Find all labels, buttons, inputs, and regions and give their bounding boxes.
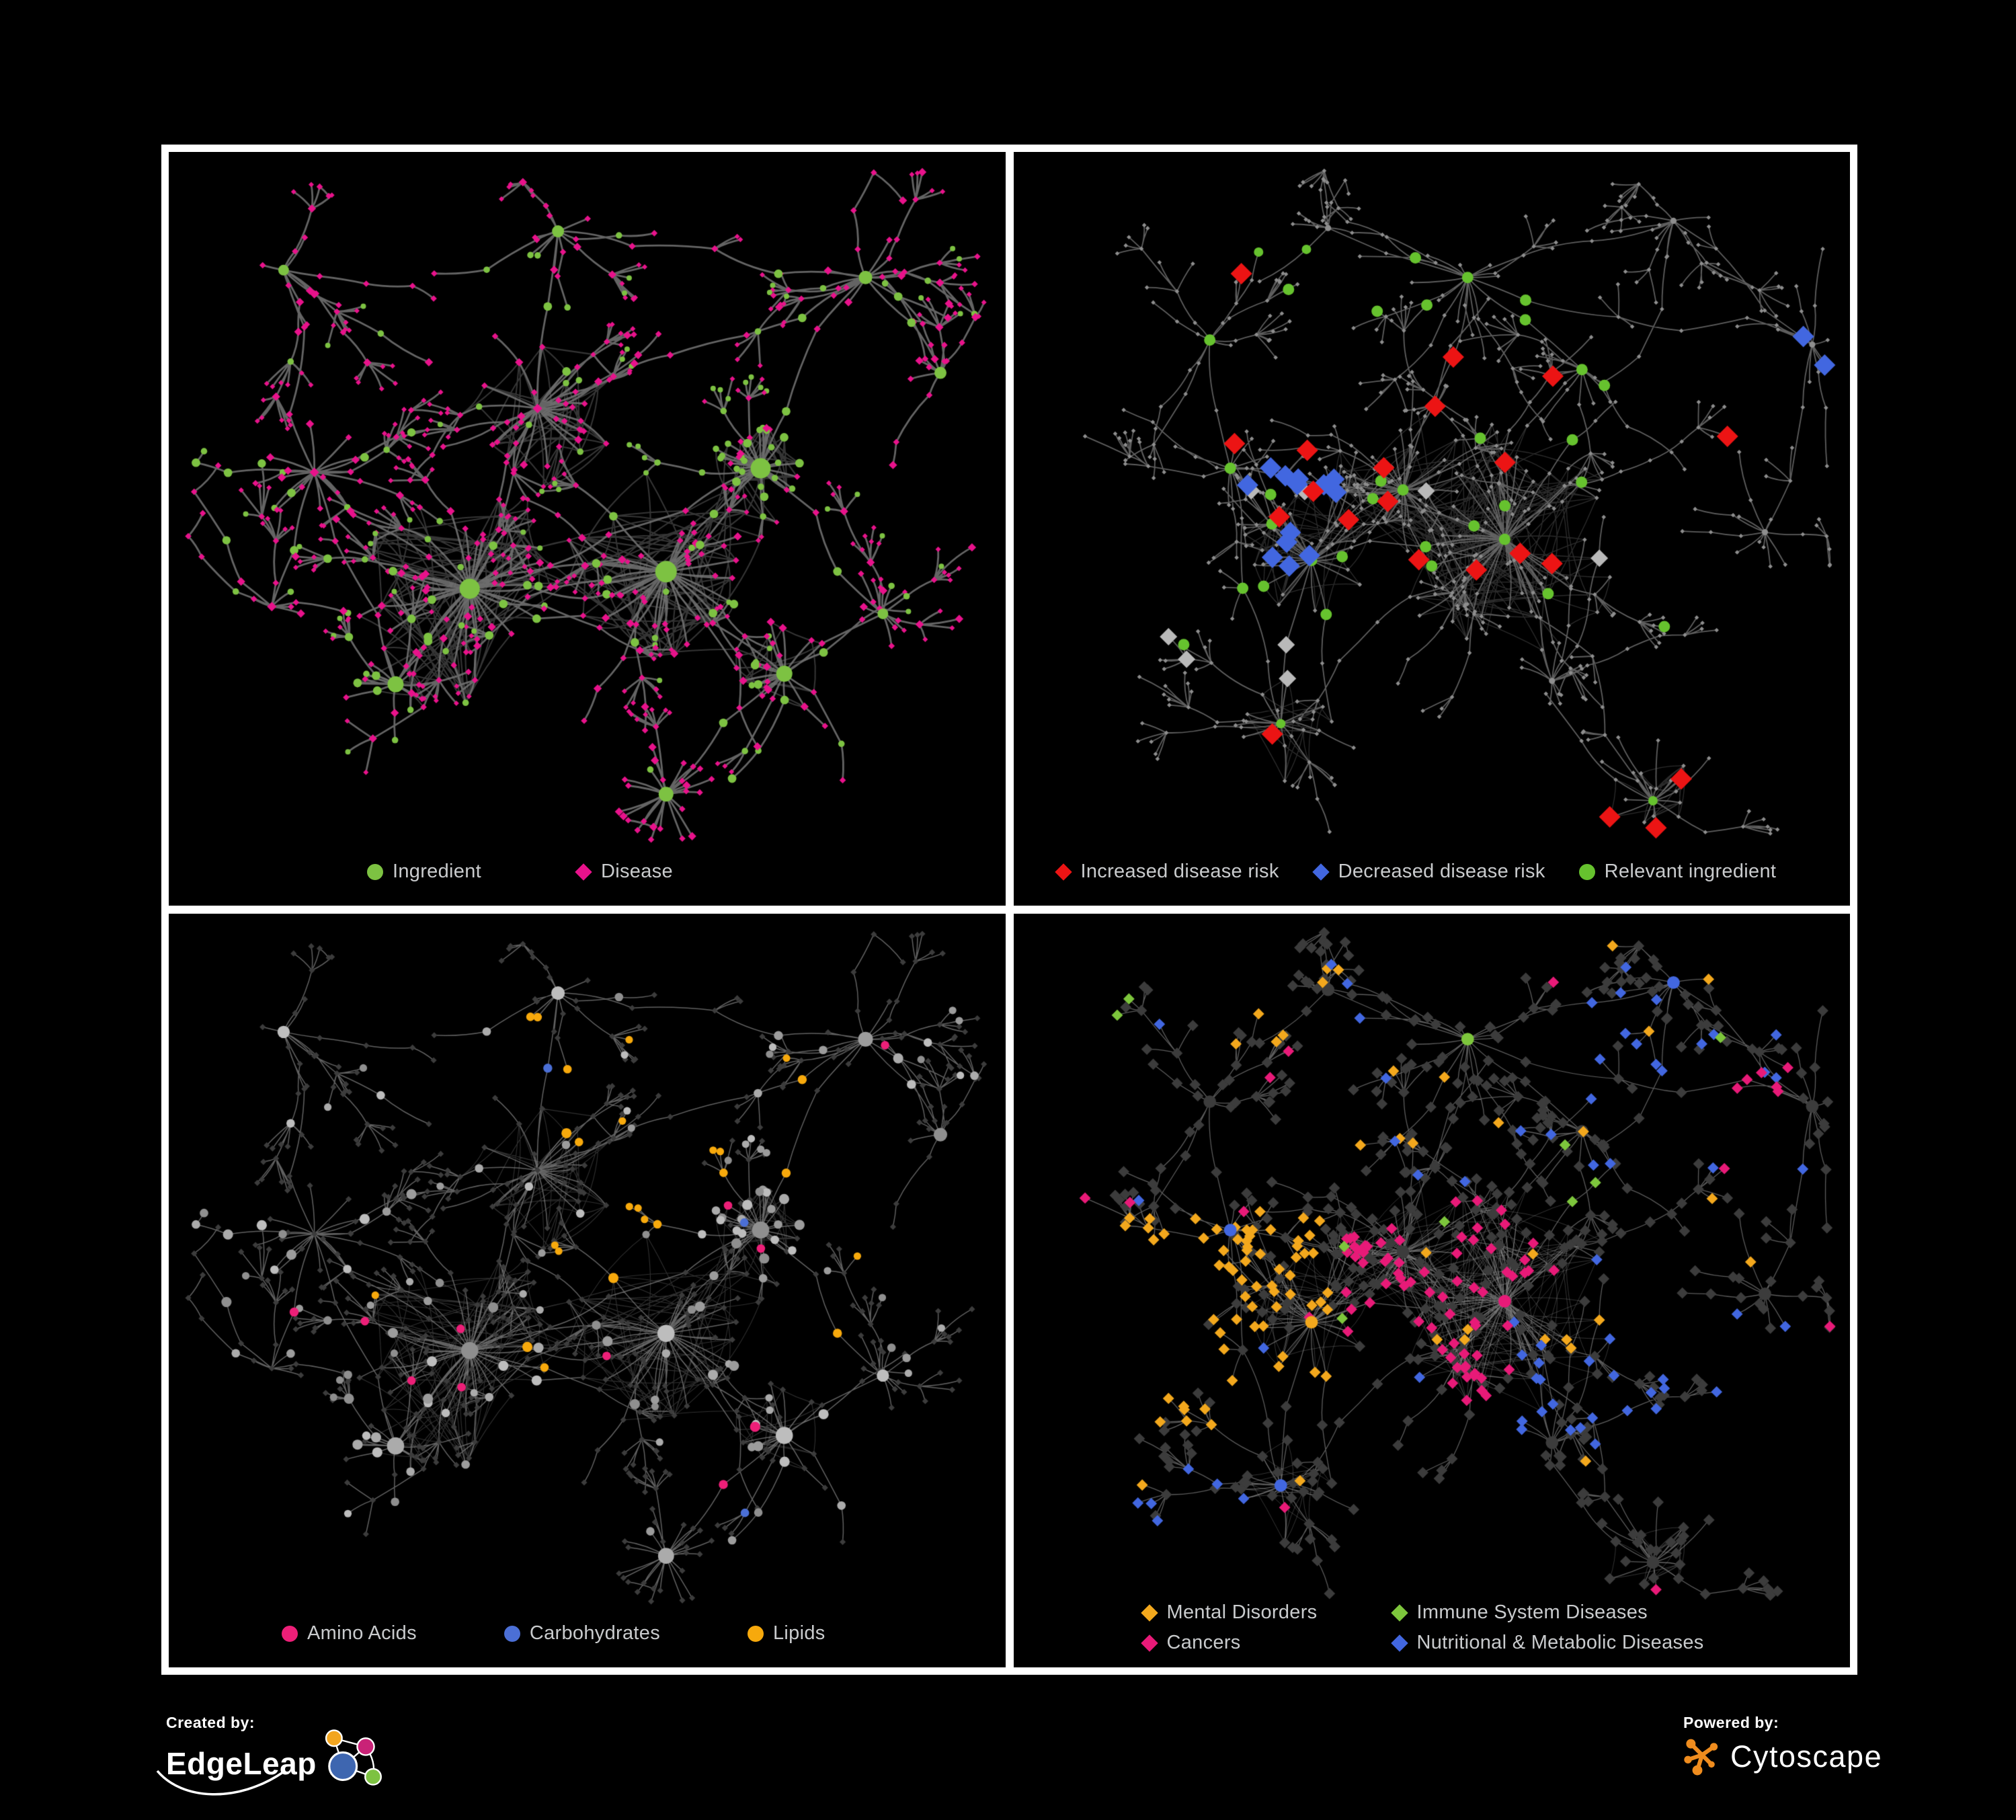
legend-label: Disease	[601, 861, 673, 882]
cytoscape-wordmark: Cytoscape	[1730, 1739, 1883, 1774]
legend-label: Immune System Diseases	[1416, 1601, 1648, 1623]
legend-item: Nutritional & Metabolic Diseases	[1390, 1632, 1704, 1654]
legend-label: Relevant ingredient	[1604, 861, 1777, 882]
legend-item: Ingredient	[367, 861, 481, 883]
diamond-marker-icon	[575, 863, 592, 881]
legend-ingredient-disease: Ingredient Disease	[169, 861, 1006, 883]
legend-label: Increased disease risk	[1080, 861, 1279, 882]
diamond-marker-icon	[1140, 1604, 1158, 1622]
circle-marker-icon	[367, 863, 383, 880]
legend-label: Decreased disease risk	[1338, 861, 1545, 882]
legend-label: Amino Acids	[307, 1622, 417, 1644]
powered-by-label: Powered by:	[1683, 1714, 1779, 1731]
legend-item: Lipids	[748, 1622, 825, 1645]
legend-item: Amino Acids	[282, 1622, 417, 1645]
network-canvas-ingredient-disease	[169, 152, 1006, 906]
panel-disease-categories: Mental Disorders Cancers Immune System Dis…	[1013, 914, 1851, 1667]
legend-disease-categories: Mental Disorders Cancers Immune System Dis…	[1014, 1601, 1851, 1654]
legend-item: Cancers	[1140, 1632, 1318, 1654]
legend-item: Increased disease risk	[1054, 861, 1279, 883]
legend-label: Carbohydrates	[529, 1622, 660, 1644]
circle-marker-icon	[282, 1625, 298, 1642]
created-by-label: Created by:	[166, 1714, 255, 1731]
legend-label: Lipids	[773, 1622, 825, 1644]
diamond-marker-icon	[1390, 1604, 1408, 1622]
panel-ingredient-disease: Ingredient Disease	[169, 152, 1006, 906]
legend-disease-risk: Increased disease risk Decreased disease …	[1014, 861, 1851, 883]
legend-item: Immune System Diseases	[1390, 1601, 1704, 1624]
legend-item: Relevant ingredient	[1578, 861, 1777, 883]
legend-label: Mental Disorders	[1166, 1601, 1318, 1623]
network-canvas-disease-categories	[1013, 914, 1850, 1667]
panel-disease-risk: Increased disease risk Decreased disease …	[1013, 152, 1851, 906]
legend-label: Ingredient	[393, 861, 481, 882]
circle-marker-icon	[748, 1625, 764, 1642]
edgeleap-credit: Created by: EdgeLeap	[156, 1714, 542, 1796]
legend-label: Nutritional & Metabolic Diseases	[1416, 1632, 1704, 1653]
cytoscape-logo-icon	[1684, 1739, 1718, 1776]
legend-item: Disease	[575, 861, 673, 883]
edgeleap-wordmark: EdgeLeap	[166, 1746, 317, 1781]
legend-item: Carbohydrates	[503, 1622, 660, 1645]
diamond-marker-icon	[1140, 1634, 1158, 1652]
network-canvas-disease-risk	[1013, 152, 1850, 906]
edgeleap-logo-icon	[325, 1729, 382, 1786]
panel-grid: Ingredient Disease Increased disease risk…	[161, 145, 1857, 1675]
legend-item: Decreased disease risk	[1312, 861, 1545, 883]
cytoscape-credit: Powered by: Cytoscape	[1683, 1714, 1966, 1776]
legend-label: Cancers	[1166, 1632, 1241, 1653]
diamond-marker-icon	[1390, 1634, 1408, 1652]
circle-marker-icon	[1578, 863, 1595, 880]
circle-marker-icon	[503, 1625, 520, 1642]
legend-nutrient-classes: Amino Acids Carbohydrates Lipids	[169, 1622, 1006, 1645]
diamond-marker-icon	[1312, 863, 1330, 881]
legend-item: Mental Disorders	[1140, 1601, 1318, 1624]
network-canvas-nutrient-classes	[169, 914, 1006, 1667]
panel-nutrient-classes: Amino Acids Carbohydrates Lipids	[169, 914, 1006, 1667]
diamond-marker-icon	[1054, 863, 1072, 881]
